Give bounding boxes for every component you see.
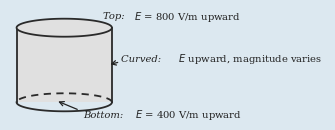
Polygon shape — [17, 19, 112, 37]
Text: $E$ = 800 V/m upward: $E$ = 800 V/m upward — [134, 10, 241, 24]
Text: $E$ upward, magnitude varies: $E$ upward, magnitude varies — [172, 52, 322, 66]
Text: Bottom:: Bottom: — [83, 111, 130, 120]
Polygon shape — [17, 28, 112, 102]
Text: Top:: Top: — [103, 12, 131, 21]
Text: $E$ = 400 V/m upward: $E$ = 400 V/m upward — [135, 108, 242, 122]
Text: Curved:: Curved: — [121, 55, 167, 64]
